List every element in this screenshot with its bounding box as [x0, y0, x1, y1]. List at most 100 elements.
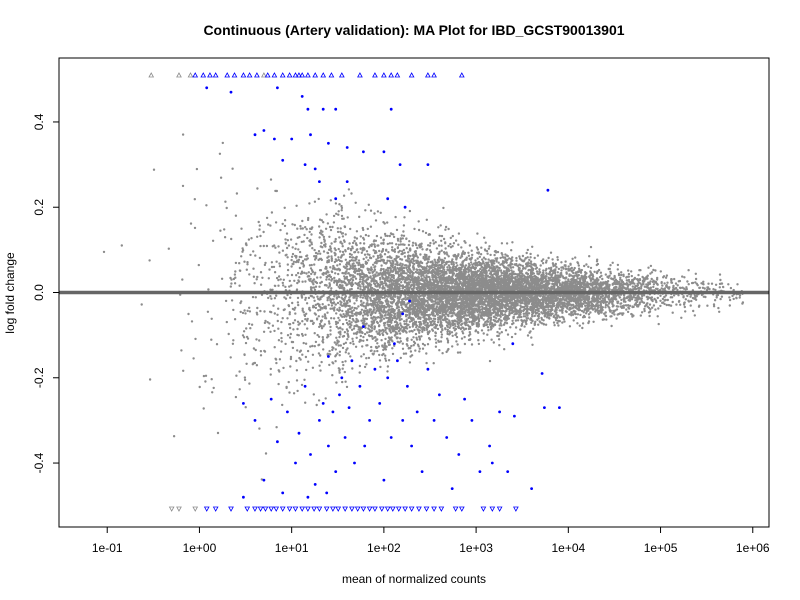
clipped-up-point — [286, 72, 293, 78]
significant-point — [488, 444, 491, 448]
significant-point — [363, 444, 367, 448]
clipped-up-point — [279, 72, 286, 78]
clipped-down-point — [316, 506, 323, 512]
significant-point — [242, 495, 245, 499]
clipped-down-point — [480, 506, 487, 512]
clipped-down-point — [372, 506, 378, 512]
significant-point — [343, 436, 347, 439]
clipped-down-point — [286, 506, 293, 512]
clipped-up-point — [240, 72, 247, 78]
clipped-down-point — [458, 506, 465, 512]
x-tick-label: 1e+00 — [183, 541, 217, 555]
clipped-up-point — [408, 72, 415, 78]
significant-point — [378, 402, 382, 405]
significant-point — [498, 410, 501, 414]
significant-point — [406, 384, 409, 388]
significant-point — [334, 107, 338, 111]
clipped-down-point — [262, 506, 269, 512]
y-axis-label: log fold change — [3, 252, 17, 334]
clipped-down-point — [378, 506, 385, 512]
significant-point — [294, 461, 297, 465]
clipped-up-point — [299, 72, 306, 78]
significant-point — [313, 167, 317, 171]
significant-point — [543, 406, 546, 409]
x-tick-label: 1e+01 — [275, 541, 309, 555]
significant-point — [281, 158, 285, 162]
clipped-down-point — [228, 506, 234, 512]
significant-point — [513, 414, 516, 418]
clipped-down-point — [192, 506, 199, 512]
clipped-up-point — [305, 72, 311, 78]
y-tick-label: -0.2 — [32, 367, 46, 388]
clipped-up-point — [192, 72, 199, 78]
significant-point — [321, 107, 325, 111]
significant-point — [373, 367, 377, 371]
significant-point — [540, 372, 544, 375]
significant-point — [306, 107, 310, 111]
clipped-down-point — [349, 506, 355, 512]
clipped-down-point — [176, 506, 182, 512]
significant-point — [408, 299, 411, 303]
clipped-down-point — [244, 506, 251, 512]
significant-point — [450, 487, 454, 490]
clipped-up-point — [357, 72, 363, 78]
clipped-up-point — [388, 72, 395, 78]
significant-point — [345, 180, 349, 184]
y-axis: -0.4 -0.2 0.0 0.2 0.4 — [32, 113, 60, 473]
significant-point — [393, 342, 396, 346]
significant-point — [463, 397, 466, 401]
significant-point — [389, 107, 393, 111]
significant-point — [457, 453, 461, 456]
x-tick-label: 1e+06 — [736, 541, 770, 555]
significant-point — [321, 402, 325, 405]
clipped-down-point — [299, 506, 306, 512]
clipped-up-point — [254, 72, 260, 78]
significant-point — [309, 453, 312, 456]
clipped-down-point — [268, 506, 275, 512]
significant-point — [313, 483, 317, 486]
points-layer — [102, 86, 745, 499]
significant-point — [300, 95, 304, 98]
significant-point — [290, 137, 294, 141]
significant-point — [558, 406, 561, 409]
significant-point — [410, 444, 413, 448]
y-tick-label: 0.0 — [32, 284, 46, 301]
significant-point — [398, 163, 402, 167]
significant-point — [327, 444, 330, 448]
x-tick-label: 1e+02 — [367, 541, 401, 555]
x-axis-label: mean of normalized counts — [342, 572, 486, 586]
clipped-down-point — [452, 506, 459, 512]
significant-point — [318, 180, 321, 184]
significant-point — [386, 197, 390, 201]
significant-point — [382, 478, 386, 482]
significant-point — [396, 359, 399, 363]
clipped-down-point — [366, 506, 373, 512]
clipped-down-point — [168, 506, 175, 512]
significant-point — [403, 205, 407, 209]
clipped-down-point — [438, 506, 445, 512]
significant-point — [309, 133, 312, 137]
significant-point — [318, 419, 321, 422]
significant-point — [325, 491, 329, 495]
clipped-up-point — [212, 72, 219, 78]
clipped-down-point — [423, 506, 430, 512]
chart-title: Continuous (Artery validation): MA Plot … — [203, 22, 624, 38]
clipped-down-point — [360, 506, 367, 512]
x-axis: 1e-01 1e+00 1e+01 1e+02 1e+03 1e+04 1e+05 1e+06 — [92, 526, 770, 555]
clipped-points-layer — [148, 72, 519, 512]
clipped-down-point — [489, 506, 496, 512]
clipped-down-point — [292, 506, 299, 512]
significant-point — [273, 137, 276, 141]
significant-point — [262, 478, 266, 482]
clipped-up-point — [292, 72, 299, 78]
significant-point — [389, 436, 393, 439]
significant-point — [281, 491, 285, 495]
significant-point — [386, 376, 390, 380]
x-tick-label: 1e+05 — [644, 541, 678, 555]
significant-point — [327, 355, 330, 358]
clipped-up-point — [372, 72, 378, 78]
clipped-down-point — [335, 506, 342, 512]
clipped-up-point — [431, 72, 437, 78]
clipped-up-point — [231, 72, 238, 78]
significant-point — [276, 440, 279, 444]
